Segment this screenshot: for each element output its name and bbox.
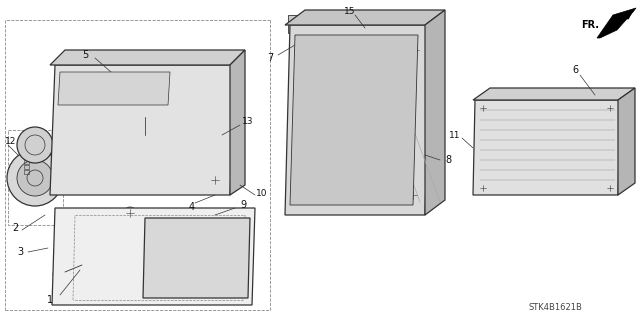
Text: 10: 10: [256, 189, 268, 197]
Text: STK4B1621B: STK4B1621B: [528, 303, 582, 313]
Bar: [228, 156, 236, 165]
Text: FR.: FR.: [581, 20, 599, 30]
Polygon shape: [143, 218, 250, 298]
Ellipse shape: [59, 154, 91, 186]
Ellipse shape: [208, 173, 222, 187]
Text: 12: 12: [5, 137, 17, 146]
Text: 6: 6: [572, 65, 578, 75]
Ellipse shape: [17, 160, 53, 196]
Bar: [228, 180, 236, 189]
Bar: [24, 155, 29, 159]
Ellipse shape: [409, 44, 421, 56]
Ellipse shape: [7, 150, 63, 206]
Bar: [92, 90, 112, 102]
Polygon shape: [58, 72, 170, 105]
Text: 13: 13: [243, 117, 253, 127]
Bar: [228, 132, 236, 141]
Ellipse shape: [289, 184, 301, 196]
Polygon shape: [52, 208, 255, 305]
Bar: [288, 15, 306, 33]
Ellipse shape: [292, 44, 304, 56]
Bar: [146, 75, 166, 87]
Polygon shape: [285, 10, 445, 25]
Bar: [228, 144, 236, 153]
Text: 15: 15: [344, 8, 356, 17]
Ellipse shape: [407, 189, 419, 201]
Polygon shape: [597, 8, 636, 38]
Bar: [228, 120, 236, 129]
Bar: [65, 75, 85, 87]
Bar: [415, 15, 433, 33]
Bar: [92, 75, 112, 87]
Text: 3: 3: [17, 247, 23, 257]
Ellipse shape: [55, 110, 95, 150]
Ellipse shape: [124, 207, 136, 219]
Bar: [119, 90, 139, 102]
Text: 5: 5: [82, 50, 88, 60]
Polygon shape: [473, 88, 635, 100]
Text: 4: 4: [189, 202, 195, 212]
Ellipse shape: [17, 127, 53, 163]
Text: 8: 8: [445, 155, 451, 165]
Polygon shape: [618, 88, 635, 195]
Ellipse shape: [103, 103, 187, 187]
Bar: [200, 251, 240, 269]
Ellipse shape: [478, 183, 488, 193]
Bar: [152, 251, 192, 269]
Polygon shape: [425, 10, 445, 215]
Ellipse shape: [113, 113, 177, 177]
Bar: [152, 274, 192, 292]
Ellipse shape: [605, 183, 615, 193]
Ellipse shape: [127, 127, 163, 163]
Ellipse shape: [75, 230, 125, 280]
Bar: [24, 170, 29, 174]
Ellipse shape: [478, 103, 488, 113]
Polygon shape: [285, 25, 430, 215]
Bar: [200, 274, 240, 292]
Polygon shape: [473, 100, 620, 195]
Bar: [8, 130, 63, 225]
Polygon shape: [230, 50, 245, 195]
Ellipse shape: [605, 103, 615, 113]
Ellipse shape: [290, 189, 302, 201]
Bar: [152, 228, 192, 246]
Bar: [228, 168, 236, 177]
Polygon shape: [50, 65, 235, 195]
Text: 9: 9: [240, 200, 246, 210]
Text: 1: 1: [47, 295, 53, 305]
Bar: [119, 75, 139, 87]
Text: 11: 11: [449, 130, 461, 139]
Polygon shape: [290, 35, 418, 205]
Bar: [200, 228, 240, 246]
Bar: [65, 90, 85, 102]
Text: 2: 2: [12, 223, 18, 233]
Bar: [24, 160, 29, 164]
Text: 7: 7: [267, 53, 273, 63]
Polygon shape: [50, 50, 245, 65]
Bar: [24, 165, 29, 169]
